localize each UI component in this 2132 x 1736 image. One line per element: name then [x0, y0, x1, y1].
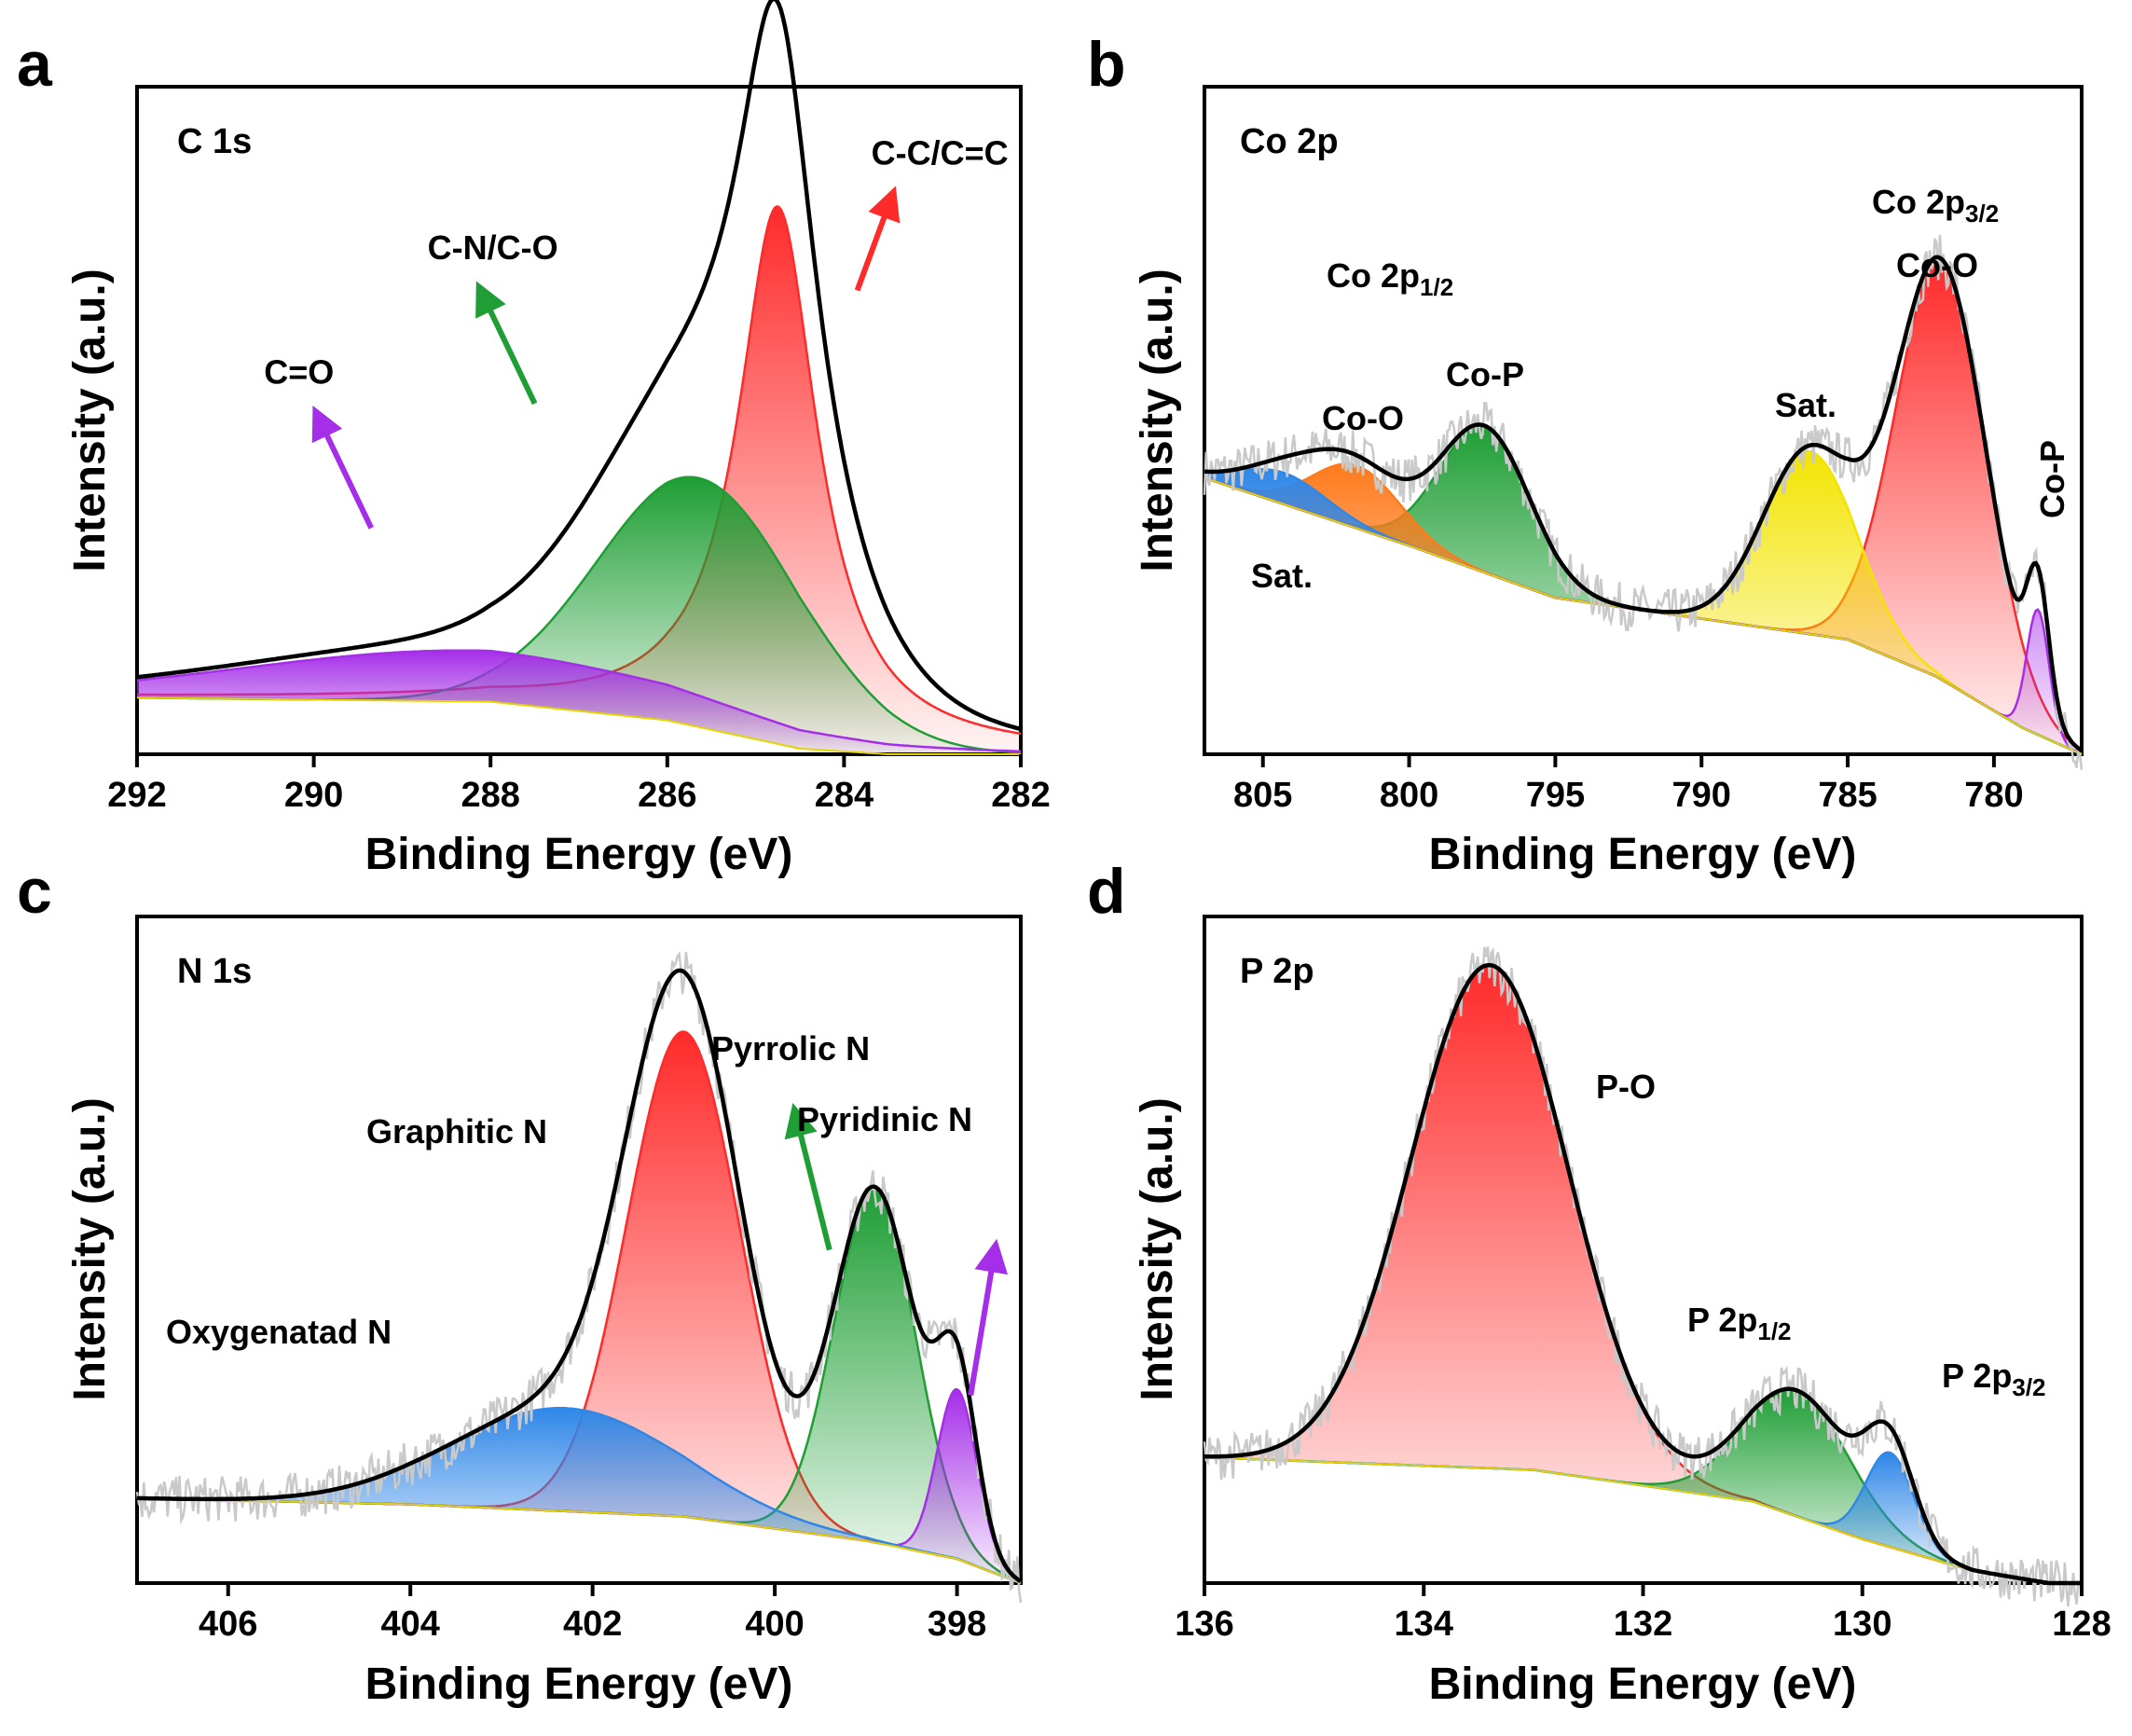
element-label-co2p: Co 2p [1240, 122, 1339, 161]
label-sat-2p12: Sat. [1251, 557, 1313, 595]
annotation-label: C=O [264, 352, 334, 391]
y-axis-title-d: Intensity (a.u.) [1133, 1097, 1182, 1400]
x-tick-label: 406 [199, 1605, 257, 1644]
label-p-o: P-O [1596, 1068, 1656, 1106]
x-axis-title-a: Binding Energy (eV) [365, 830, 793, 879]
panel-letter-a: a [17, 29, 53, 100]
annotations-c [784, 1103, 1009, 1396]
label-coo-2p32: Co-O [1896, 246, 1978, 284]
plot-area-a [136, 0, 1022, 755]
x-tick-label: 284 [815, 776, 873, 815]
plot-area-c [135, 951, 1023, 1604]
x-axis-ticks-a: 292 290 288 286 284 282 [107, 754, 1051, 815]
x-tick-label: 292 [107, 776, 166, 815]
x-tick-label: 130 [1833, 1605, 1891, 1644]
panel-c-n1s: c 406 404 402 400 398 N 1s Binding Energy (e… [17, 856, 1023, 1709]
label-pyridinic-n: Pyridinic N [797, 1100, 972, 1138]
annotation-label: C-N/C-O [428, 228, 558, 267]
element-label-c1s: C 1s [177, 122, 252, 161]
label-p2p32: P 2p3/2 [1942, 1357, 2046, 1401]
plot-area-b [1203, 234, 2084, 770]
x-tick-label: 404 [380, 1605, 439, 1644]
label-coo-2p12: Co-O [1322, 399, 1404, 437]
peak-area-c-n-c-o [137, 476, 1021, 754]
y-axis-title-a: Intensity (a.u.) [65, 269, 115, 572]
peak-area-co-o [1204, 463, 2082, 754]
x-tick-label: 800 [1380, 776, 1438, 815]
raw-data-line [1203, 234, 2084, 770]
peak-line-p-o [1204, 963, 2082, 1585]
annotation-arrow [311, 406, 374, 530]
annotation-arrow [854, 186, 901, 292]
x-tick-label: 290 [284, 776, 343, 815]
label-p2p12: P 2p1/2 [1687, 1301, 1792, 1345]
fitted-envelope-line [136, 0, 1022, 732]
annotation-arrow [475, 281, 538, 406]
x-tick-label: 134 [1395, 1605, 1453, 1644]
x-tick-label: 400 [745, 1605, 804, 1644]
plot-frame-a [135, 85, 1023, 756]
x-tick-label: 795 [1526, 776, 1585, 815]
x-tick-label: 136 [1175, 1605, 1233, 1644]
background-line [137, 696, 1021, 755]
element-label-n1s: N 1s [177, 952, 252, 991]
x-axis-title-d: Binding Energy (eV) [1429, 1660, 1857, 1709]
background-line [136, 1497, 1022, 1584]
plot-area-d [1203, 946, 2084, 1607]
label-co2p12: Co 2p1/2 [1327, 256, 1453, 301]
x-tick-label: 398 [928, 1605, 986, 1644]
panel-b-co2p: b 805 800 795 790 785 780 Co 2p Binding Energ… [1087, 29, 2084, 879]
panel-d-p2p: d 136 134 132 130 128 P 2p Binding Energy (e… [1087, 856, 2111, 1709]
x-tick-label: 402 [563, 1605, 622, 1644]
x-tick-label: 780 [1964, 776, 2023, 815]
peak-area-c-o [137, 650, 1021, 754]
x-tick-label: 790 [1672, 776, 1731, 815]
x-tick-label: 785 [1818, 776, 1877, 815]
label-cop-2p32: Co-P [2033, 440, 2071, 518]
panel-a-c1s: a 292 290 288 286 284 282 C 1s Binding Energy… [17, 0, 1051, 879]
x-axis-ticks-d: 136 134 132 130 128 [1175, 1583, 2111, 1644]
plot-frame-b [1203, 85, 2084, 756]
peak-area-pyrrolic-n [137, 1191, 1021, 1583]
raw-data-line [1203, 946, 2084, 1607]
x-tick-label: 282 [991, 776, 1050, 815]
x-tick-label: 128 [2052, 1605, 2111, 1644]
x-tick-label: 132 [1614, 1605, 1672, 1644]
annotation-arrow [784, 1103, 832, 1251]
annotation-label: C-C/C=C [872, 133, 1009, 172]
x-axis-title-b: Binding Energy (eV) [1429, 830, 1857, 879]
label-sat-2p32: Sat. [1775, 386, 1836, 424]
fitted-envelope-line [137, 968, 1023, 1584]
panel-letter-b: b [1087, 29, 1126, 100]
label-graphitic-n: Graphitic N [366, 1112, 547, 1150]
peak-area-oxygenatad-n [137, 1408, 1021, 1583]
label-cop-2p12: Co-P [1446, 355, 1524, 393]
peak-area-p-o [1204, 965, 2082, 1583]
x-tick-label: 805 [1233, 776, 1292, 815]
fitted-envelope-line [1204, 962, 2082, 1586]
peak-line-c-o [136, 649, 1022, 753]
x-tick-label: 288 [461, 776, 519, 815]
element-label-p2p: P 2p [1240, 952, 1314, 991]
y-axis-title-c: Intensity (a.u.) [65, 1097, 115, 1400]
x-tick-label: 286 [638, 776, 696, 815]
peak-area-sat- [1204, 469, 2082, 754]
label-pyrrolic-n: Pyrrolic N [711, 1029, 870, 1068]
fitted-envelope-line [1204, 255, 2084, 753]
background-line [1204, 1456, 2082, 1584]
y-axis-title-b: Intensity (a.u.) [1133, 269, 1182, 572]
x-axis-ticks-c: 406 404 402 400 398 [199, 1583, 986, 1644]
annotations-a: C-C/C=C C-N/C-O C=O [264, 133, 1009, 530]
panel-letter-d: d [1087, 856, 1126, 927]
annotation-arrow [968, 1238, 1009, 1396]
plot-frame-c [135, 915, 1023, 1585]
label-co2p32: Co 2p3/2 [1872, 183, 1999, 227]
label-oxygenated-n: Oxygenatad N [166, 1313, 392, 1351]
peak-area-p-2p3-2 [1204, 1452, 2082, 1583]
x-axis-title-c: Binding Energy (eV) [365, 1660, 793, 1709]
panel-letter-c: c [17, 856, 52, 927]
x-axis-ticks-b: 805 800 795 790 785 780 [1233, 754, 2024, 815]
peak-area-co-p [1204, 425, 2082, 754]
